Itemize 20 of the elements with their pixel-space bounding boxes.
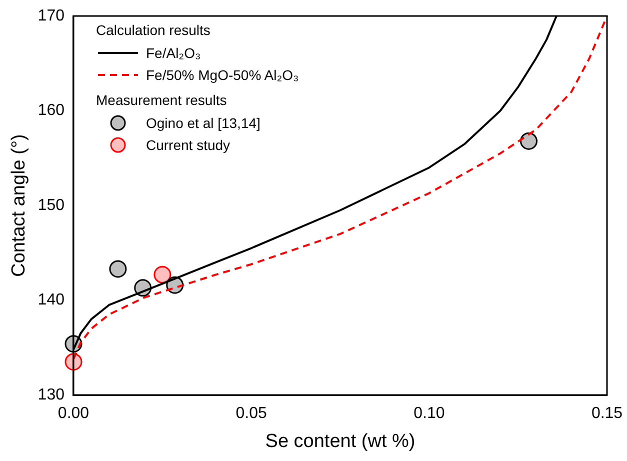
point	[520, 132, 538, 150]
legend-label: Fe/50% MgO-50% Al₂O₃	[146, 66, 299, 85]
y-tick-label: 170	[38, 7, 65, 24]
x-tick-label: 0.05	[236, 405, 267, 422]
point	[154, 266, 172, 284]
legend-label: Fe/Al₂O₃	[146, 44, 201, 63]
y-axis-title: Contact angle (°)	[8, 134, 30, 277]
annotation: Measurement results	[96, 91, 228, 110]
x-tick-label: 0.10	[414, 405, 445, 422]
legend-label: Current study	[146, 136, 230, 155]
legend-label: Ogino et al [13,14]	[146, 114, 260, 133]
y-tick-label: 140	[38, 292, 65, 309]
y-tick-label: 150	[38, 196, 65, 214]
x-axis-title: Se content (wt %)	[265, 430, 416, 452]
x-tick-label: 0.15	[591, 405, 623, 422]
y-tick-label: 130	[38, 386, 65, 404]
x-tick-label: 0.00	[58, 405, 90, 422]
point	[109, 260, 127, 278]
y-tick-label: 160	[38, 102, 65, 120]
annotation: Calculation results	[96, 21, 212, 40]
